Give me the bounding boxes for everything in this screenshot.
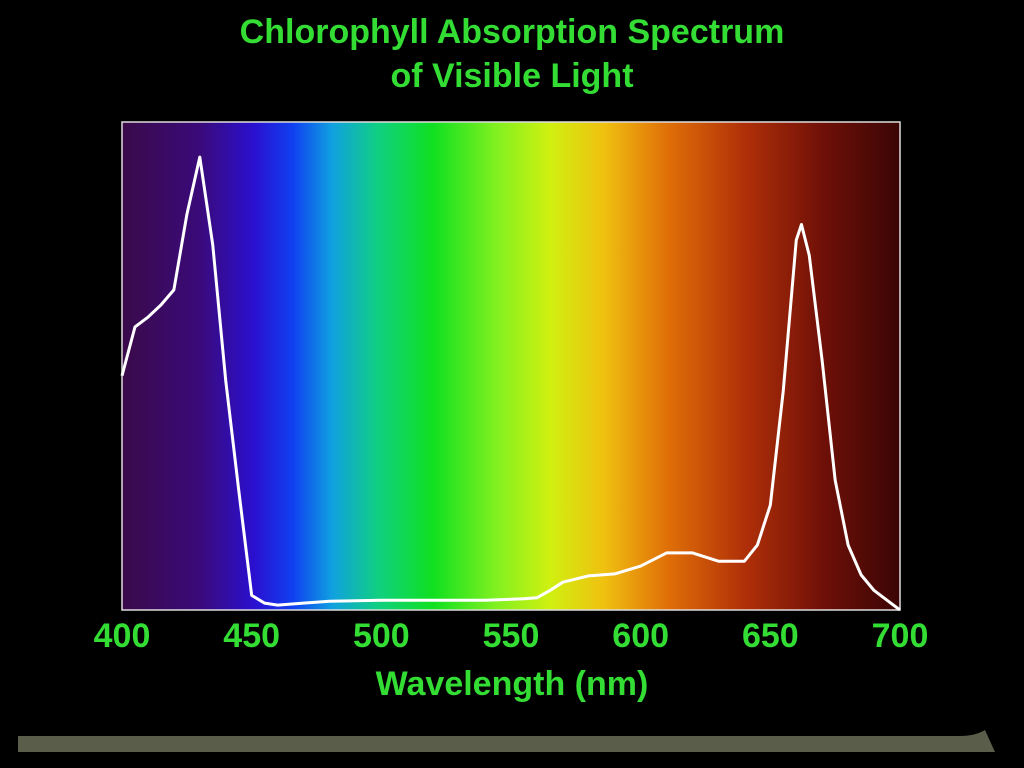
x-tick-label: 600 [612, 617, 669, 655]
x-tick-label: 450 [223, 617, 280, 655]
chart-title: Chlorophyll Absorption Spectrum [240, 13, 785, 51]
x-tick-label: 500 [353, 617, 410, 655]
decor-bar [18, 730, 995, 752]
chart-title: of Visible Light [390, 57, 633, 95]
absorption-line [120, 155, 901, 612]
x-tick-label: 700 [872, 617, 929, 655]
x-tick-label: 400 [94, 617, 151, 655]
x-axis-label: Wavelength (nm) [376, 665, 649, 703]
plot-area [121, 121, 901, 611]
x-tick-label: 650 [742, 617, 799, 655]
x-tick-label: 550 [483, 617, 540, 655]
